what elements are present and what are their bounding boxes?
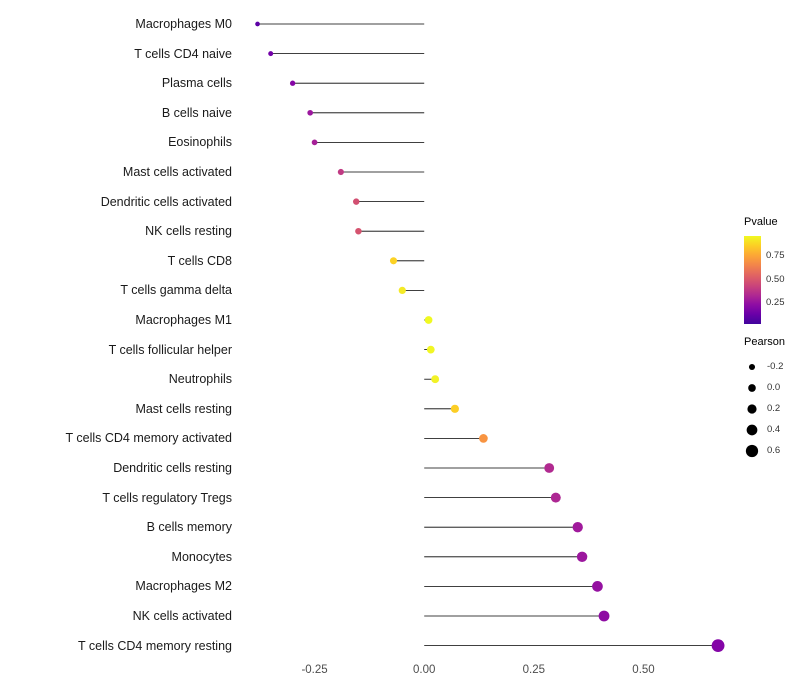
category-label: NK cells resting bbox=[145, 224, 232, 239]
lollipop-dot bbox=[355, 227, 362, 235]
pearson-size-label: 0.4 bbox=[767, 424, 781, 435]
pearson-legend-item: 0.0 bbox=[744, 377, 785, 398]
pearson-legend-title: Pearson bbox=[744, 336, 785, 348]
lollipop-dot bbox=[592, 581, 603, 592]
pvalue-colorbar-wrap: 0.75 0.50 0.25 bbox=[744, 236, 785, 324]
lollipop-dot bbox=[550, 492, 561, 503]
pvalue-colorbar-ticks: 0.75 0.50 0.25 bbox=[766, 236, 800, 324]
pearson-legend: Pearson -0.2 0.0 0.2 0.4 0.6 bbox=[744, 336, 785, 461]
lollipop-dot bbox=[268, 51, 274, 57]
lollipop-dot bbox=[711, 639, 725, 653]
pvalue-legend: Pvalue 0.75 0.50 0.25 bbox=[744, 216, 785, 324]
category-axis: Macrophages M0 T cells CD4 naive Plasma ce… bbox=[0, 0, 233, 700]
category-label: Dendritic cells resting bbox=[113, 461, 232, 475]
lollipop-dot bbox=[576, 551, 588, 563]
category-label: T cells gamma delta bbox=[120, 283, 232, 298]
lollipop-dot bbox=[353, 198, 360, 205]
x-tick-label: 0.25 bbox=[522, 664, 546, 676]
pearson-size-label: -0.2 bbox=[767, 361, 784, 372]
lollipop-dot bbox=[337, 168, 344, 176]
pearson-legend-item: 0.4 bbox=[744, 419, 785, 440]
pearson-size-dot bbox=[748, 383, 756, 392]
pearson-legend-items: -0.2 0.0 0.2 0.4 0.6 bbox=[744, 356, 785, 461]
category-label: Mast cells resting bbox=[135, 401, 232, 416]
pvalue-colorbar bbox=[744, 236, 761, 324]
lollipop-dot bbox=[311, 139, 318, 146]
category-label: Eosinophils bbox=[168, 135, 232, 150]
category-label: Mast cells activated bbox=[122, 165, 232, 179]
pearson-size-dot bbox=[747, 403, 757, 414]
pvalue-tick-label: 0.50 bbox=[766, 273, 785, 285]
category-label: T cells CD4 naive bbox=[134, 46, 232, 61]
category-label: B cells memory bbox=[146, 520, 232, 535]
pearson-legend-item: 0.6 bbox=[744, 440, 785, 461]
category-label: Macrophages M1 bbox=[135, 313, 232, 327]
category-label: Plasma cells bbox=[161, 76, 232, 91]
lollipop-dot bbox=[572, 522, 583, 533]
x-tick-label: -0.25 bbox=[301, 664, 328, 676]
lollipop-dot bbox=[450, 404, 460, 413]
category-label: Neutrophils bbox=[168, 372, 232, 387]
pvalue-tick-label: 0.25 bbox=[766, 296, 785, 308]
category-label: Monocytes bbox=[171, 549, 232, 564]
pearson-legend-item: 0.2 bbox=[744, 398, 785, 419]
lollipop-dot bbox=[598, 610, 610, 622]
lollipop-dot bbox=[389, 257, 398, 265]
pearson-size-label: 0.6 bbox=[767, 445, 781, 456]
category-label: Macrophages M2 bbox=[135, 579, 232, 594]
lollipop-dot bbox=[307, 109, 313, 116]
category-label: B cells naive bbox=[161, 105, 232, 120]
pvalue-tick-label: 0.75 bbox=[766, 250, 785, 262]
x-tick-label: 0.50 bbox=[632, 664, 655, 676]
pearson-size-label: 0.2 bbox=[767, 403, 781, 414]
lollipop-dot bbox=[424, 316, 433, 324]
category-label: Dendritic cells activated bbox=[100, 194, 232, 209]
pvalue-legend-title: Pvalue bbox=[744, 216, 778, 228]
pearson-size-dot bbox=[746, 424, 758, 435]
pearson-size-dot bbox=[748, 363, 756, 370]
lollipop-dot bbox=[426, 345, 435, 354]
lollipop-dot bbox=[398, 286, 406, 295]
pearson-size-dot bbox=[745, 444, 759, 457]
category-label: T cells CD8 bbox=[167, 253, 232, 268]
pearson-legend-item: -0.2 bbox=[744, 356, 785, 377]
lollipop-dot bbox=[255, 21, 260, 27]
category-label: T cells CD4 memory resting bbox=[78, 638, 232, 653]
pearson-size-label: 0.0 bbox=[767, 382, 781, 393]
lollipop-dot bbox=[544, 463, 555, 473]
x-axis: -0.25 0.00 0.25 0.50 bbox=[0, 664, 800, 684]
category-label: T cells regulatory Tregs bbox=[102, 490, 232, 505]
category-label: NK cells activated bbox=[132, 609, 232, 623]
category-label: T cells CD4 memory activated bbox=[65, 431, 233, 446]
lollipop-dot bbox=[479, 434, 488, 443]
category-label: Macrophages M0 bbox=[135, 17, 232, 31]
lollipop-dot bbox=[289, 80, 296, 86]
category-label: T cells follicular helper bbox=[108, 342, 232, 357]
lollipop-dot bbox=[431, 375, 440, 384]
x-tick-label: 0.00 bbox=[413, 664, 436, 676]
